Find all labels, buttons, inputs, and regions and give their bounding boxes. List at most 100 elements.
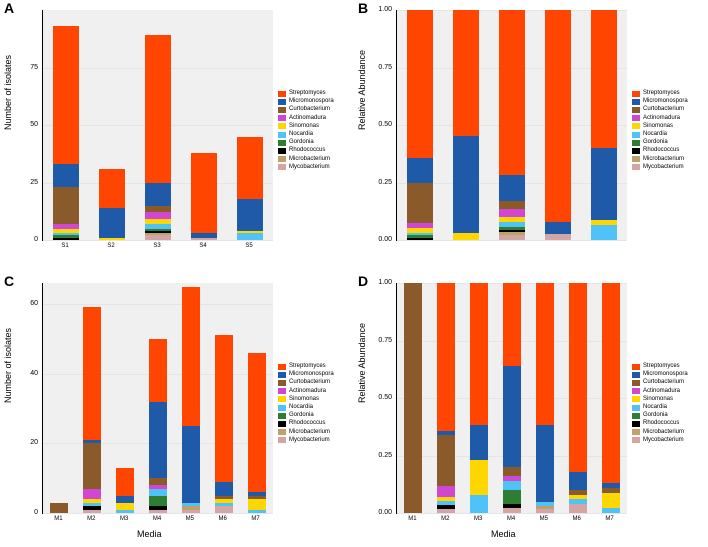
segment-sinomonas (248, 499, 266, 509)
legend-label: Micromonospora (289, 98, 334, 105)
legend-label: Streptomyces (289, 90, 326, 97)
segment-micromonospora (149, 402, 167, 479)
stacked-bar (453, 10, 478, 240)
segment-curtobacterium (404, 283, 422, 513)
stacked-bar (116, 468, 134, 513)
legend-swatch (632, 148, 640, 154)
segment-sinomonas (437, 497, 455, 501)
segment-streptomyces (499, 10, 524, 175)
legend-swatch (632, 405, 640, 411)
legend-label: Rhodococcus (289, 147, 325, 154)
legend-swatch (632, 429, 640, 435)
x-axis-label: Media (137, 529, 162, 539)
segment-micromonospora (182, 426, 200, 503)
y-tick-label: 0.25 (372, 452, 392, 459)
legend-swatch (278, 132, 286, 138)
legend-label: Nocardia (289, 131, 313, 138)
gridline (43, 240, 273, 241)
plot-area (42, 10, 273, 241)
legend-swatch (632, 380, 640, 386)
segment-streptomyces (470, 283, 488, 425)
segment-mycobacterium (437, 509, 455, 513)
stacked-bar (215, 335, 233, 513)
stacked-bar (182, 287, 200, 514)
segment-micromonospora (545, 222, 570, 234)
legend: StreptomycesMicromonosporaCurtobacterium… (278, 90, 334, 172)
segment-gordonia (499, 227, 524, 230)
legend-item: Curtobacterium (278, 106, 334, 113)
segment-mycobacterium (545, 234, 570, 240)
legend-item: Gordonia (278, 139, 334, 146)
segment-sinomonas (569, 495, 587, 500)
legend-swatch (278, 99, 286, 105)
segment-actinomadura (145, 212, 170, 219)
panel-A: A0255075Number of isolatesS1S2S3S4S5Stre… (0, 0, 354, 273)
stacked-bar (536, 283, 554, 513)
segment-rhodococcus (407, 238, 432, 240)
legend-swatch (278, 421, 286, 427)
y-tick-label: 0 (18, 236, 38, 243)
segment-sinomonas (453, 233, 478, 240)
legend-item: Gordonia (278, 412, 334, 419)
segment-sinomonas (237, 231, 262, 233)
legend-label: Sinomonas (289, 396, 319, 403)
legend-item: Microbacterium (632, 156, 688, 163)
segment-nocardia (569, 499, 587, 504)
segment-streptomyces (116, 468, 134, 496)
legend-label: Microbacterium (289, 156, 330, 163)
segment-micromonospora (470, 425, 488, 460)
legend-label: Microbacterium (289, 429, 330, 436)
segment-curtobacterium (499, 201, 524, 209)
legend-item: Nocardia (278, 404, 334, 411)
legend-item: Mycobacterium (278, 437, 334, 444)
segment-sinomonas (83, 499, 101, 502)
x-tick-label: M1 (54, 516, 62, 522)
legend-swatch (632, 421, 640, 427)
segment-actinomadura (149, 485, 167, 488)
x-tick-label: M6 (573, 516, 581, 522)
segment-micromonospora (215, 482, 233, 496)
segment-sinomonas (470, 460, 488, 495)
stacked-bar (591, 10, 616, 240)
gridline (397, 240, 627, 241)
segment-curtobacterium (145, 206, 170, 213)
segment-microbacterium (145, 233, 170, 235)
y-tick-label: 1.00 (372, 279, 392, 286)
legend-label: Curtobacterium (289, 379, 330, 386)
segment-streptomyces (602, 283, 620, 483)
legend-item: Streptomyces (632, 90, 688, 97)
legend-item: Actinomadura (632, 388, 688, 395)
panel-B: B0.000.250.500.751.00Relative AbundanceS… (354, 0, 708, 273)
segment-curtobacterium (215, 496, 233, 499)
segment-mycobacterium (215, 506, 233, 513)
legend-swatch (632, 396, 640, 402)
segment-nocardia (536, 502, 554, 506)
panel-C: C0204060Number of isolatesMediaM1M2M3M4M… (0, 273, 354, 546)
legend-item: Actinomadura (278, 115, 334, 122)
legend-label: Streptomyces (643, 90, 680, 97)
x-tick-label: M4 (153, 516, 161, 522)
legend-item: Microbacterium (278, 156, 334, 163)
segment-rhodococcus (145, 231, 170, 233)
segment-streptomyces (149, 339, 167, 402)
segment-rhodococcus (53, 238, 78, 240)
y-tick-label: 0.00 (372, 509, 392, 516)
segment-rhodococcus (83, 506, 101, 509)
segment-actinomadura (503, 476, 521, 481)
legend-label: Mycobacterium (643, 164, 684, 171)
stacked-bar (470, 283, 488, 513)
segment-nocardia (116, 510, 134, 513)
legend-swatch (632, 364, 640, 370)
legend-swatch (278, 140, 286, 146)
x-tick-label: M2 (441, 516, 449, 522)
legend-item: Mycobacterium (632, 437, 688, 444)
legend-swatch (632, 99, 640, 105)
segment-gordonia (407, 235, 432, 237)
panel-D: D0.000.250.500.751.00Relative AbundanceM… (354, 273, 708, 546)
legend-label: Gordonia (643, 139, 668, 146)
segment-rhodococcus (149, 506, 167, 509)
legend-swatch (632, 388, 640, 394)
segment-streptomyces (182, 287, 200, 426)
segment-nocardia (237, 233, 262, 240)
legend-swatch (632, 164, 640, 170)
